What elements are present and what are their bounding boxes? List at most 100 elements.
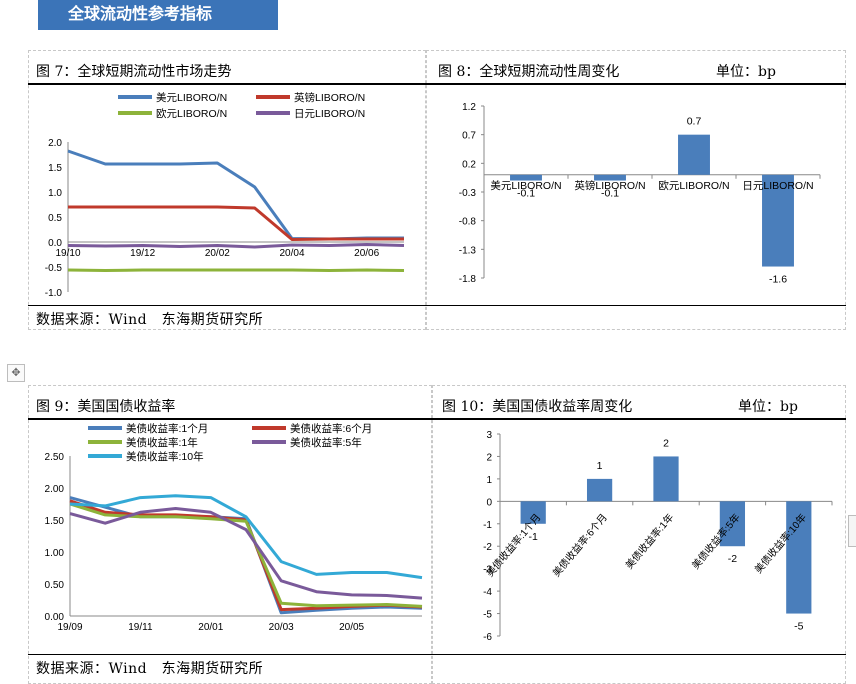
category-label: 日元LIBORO/N — [742, 180, 813, 192]
category-label: 欧元LIBORO/N — [658, 180, 729, 192]
fig9-source: 数据来源：Wind 东海期货研究所 — [36, 661, 264, 677]
y-tick-label: 0 — [486, 497, 492, 508]
move-cross-icon[interactable]: ✥ — [7, 364, 25, 382]
fig7-title: 图 7：全球短期流动性市场走势 — [36, 64, 232, 80]
series-line — [68, 205, 404, 241]
legend-label: 英镑LIBORO/N — [294, 91, 365, 104]
data-label: -1 — [529, 531, 538, 543]
source-rule-bottom — [28, 654, 846, 655]
fig7-source: 数据来源：Wind 东海期货研究所 — [36, 312, 264, 328]
y-tick-label: -0.3 — [459, 188, 477, 199]
x-tick-label: 19/12 — [130, 248, 155, 259]
bar — [678, 134, 710, 175]
fig8-chart: 1.20.70.2-0.3-0.8-1.3-1.8-0.1美元LIBORO/N-… — [459, 102, 821, 286]
y-tick-label: 0.7 — [462, 131, 476, 142]
y-tick-label: 3 — [486, 430, 492, 441]
x-tick-label: 19/10 — [55, 248, 80, 259]
fig8-unit: 单位：bp — [716, 64, 776, 80]
y-tick-label: -5 — [483, 610, 492, 621]
data-label: -2 — [728, 553, 737, 565]
y-tick-label: -2 — [483, 542, 492, 553]
data-label: -0.1 — [517, 188, 535, 200]
data-label: 1 — [597, 460, 603, 472]
y-tick-label: 2 — [486, 452, 492, 463]
x-tick-label: 20/01 — [198, 622, 223, 633]
legend-label: 美债收益率:10年 — [126, 450, 204, 463]
y-tick-label: 2.50 — [45, 452, 65, 463]
data-label: 0.7 — [687, 116, 702, 128]
bar — [586, 478, 613, 502]
y-tick-label: -1.0 — [45, 288, 63, 299]
y-tick-label: 1.0 — [48, 188, 62, 199]
fig10-unit: 单位：bp — [738, 399, 798, 415]
data-label: 2 — [663, 437, 669, 449]
legend-label: 欧元LIBORO/N — [156, 108, 227, 120]
x-tick-label: 20/06 — [354, 248, 379, 259]
section-banner: 全球流动性参考指标 — [38, 0, 278, 30]
legend-label: 美债收益率:5年 — [290, 436, 362, 449]
y-tick-label: 1.2 — [462, 102, 476, 113]
legend-label: 美债收益率:6个月 — [290, 422, 372, 435]
category-label: 美债收益率:1个月 — [483, 511, 543, 579]
legend-label: 美元LIBORO/N — [156, 91, 227, 104]
y-tick-label: 0.0 — [48, 238, 62, 249]
bar — [520, 501, 546, 524]
fig10-title: 图 10：美国国债收益率周变化 — [442, 399, 633, 415]
y-tick-label: -0.8 — [459, 217, 477, 228]
y-tick-label: 0.5 — [48, 213, 62, 224]
x-tick-label: 19/09 — [57, 622, 82, 633]
series-line — [67, 243, 405, 249]
category-label: 美债收益率:6个月 — [550, 511, 610, 579]
y-tick-label: -4 — [483, 587, 492, 598]
x-tick-label: 20/04 — [279, 248, 304, 259]
legend-label: 美债收益率:1年 — [126, 436, 198, 449]
y-tick-label: 2.00 — [45, 484, 65, 495]
y-tick-label: 1.50 — [45, 516, 65, 527]
y-tick-label: -3 — [483, 565, 492, 576]
series-line — [69, 507, 423, 600]
bottom-rule — [28, 418, 846, 420]
side-tab[interactable] — [848, 515, 856, 547]
fig7-chart: 2.0 1.5 1.0 0.5 0.0 -0.5 -1.0 19/10 19/12 20/02 20… — [45, 91, 405, 299]
y-tick-label: 0.2 — [462, 159, 476, 170]
y-tick-label: 1 — [486, 475, 492, 486]
data-label: -0.1 — [601, 188, 619, 200]
bar — [510, 174, 542, 181]
y-tick-label: 0.00 — [45, 612, 65, 623]
source-rule-top — [28, 305, 846, 306]
bar — [719, 501, 746, 547]
fig8-title: 图 8：全球短期流动性周变化 — [438, 64, 620, 80]
legend-label: 日元LIBORO/N — [294, 108, 365, 120]
bar — [594, 174, 626, 181]
category-label: 美元LIBORO/N — [490, 179, 561, 192]
legend-label: 美债收益率:1个月 — [126, 422, 208, 435]
series-line — [69, 494, 423, 580]
data-label: -5 — [794, 621, 803, 633]
series-line — [67, 268, 405, 272]
y-tick-label: -1 — [483, 520, 492, 531]
category-label: 美债收益率:1年 — [622, 511, 676, 572]
bar — [653, 456, 679, 502]
x-tick-label: 20/03 — [269, 622, 294, 633]
bar — [786, 501, 812, 614]
x-tick-label: 19/11 — [128, 622, 153, 633]
x-tick-label: 20/02 — [205, 248, 230, 259]
panel-fig8 — [426, 50, 846, 330]
x-tick-label: 20/05 — [339, 622, 364, 633]
y-tick-label: -1.3 — [459, 245, 477, 256]
y-tick-label: 2.0 — [48, 138, 62, 149]
y-tick-label: 1.5 — [48, 163, 62, 174]
category-label: 英镑LIBORO/N — [574, 179, 645, 192]
y-tick-label: -1.8 — [459, 274, 477, 285]
top-rule — [28, 83, 846, 85]
bar — [762, 174, 794, 267]
y-tick-label: -6 — [483, 632, 492, 643]
fig9-title: 图 9：美国国债收益率 — [36, 399, 176, 415]
y-tick-label: -0.5 — [45, 263, 63, 274]
panel-fig7 — [28, 50, 426, 330]
data-label: -1.6 — [769, 274, 787, 286]
series-line — [67, 149, 404, 241]
y-tick-label: 0.50 — [45, 580, 65, 591]
